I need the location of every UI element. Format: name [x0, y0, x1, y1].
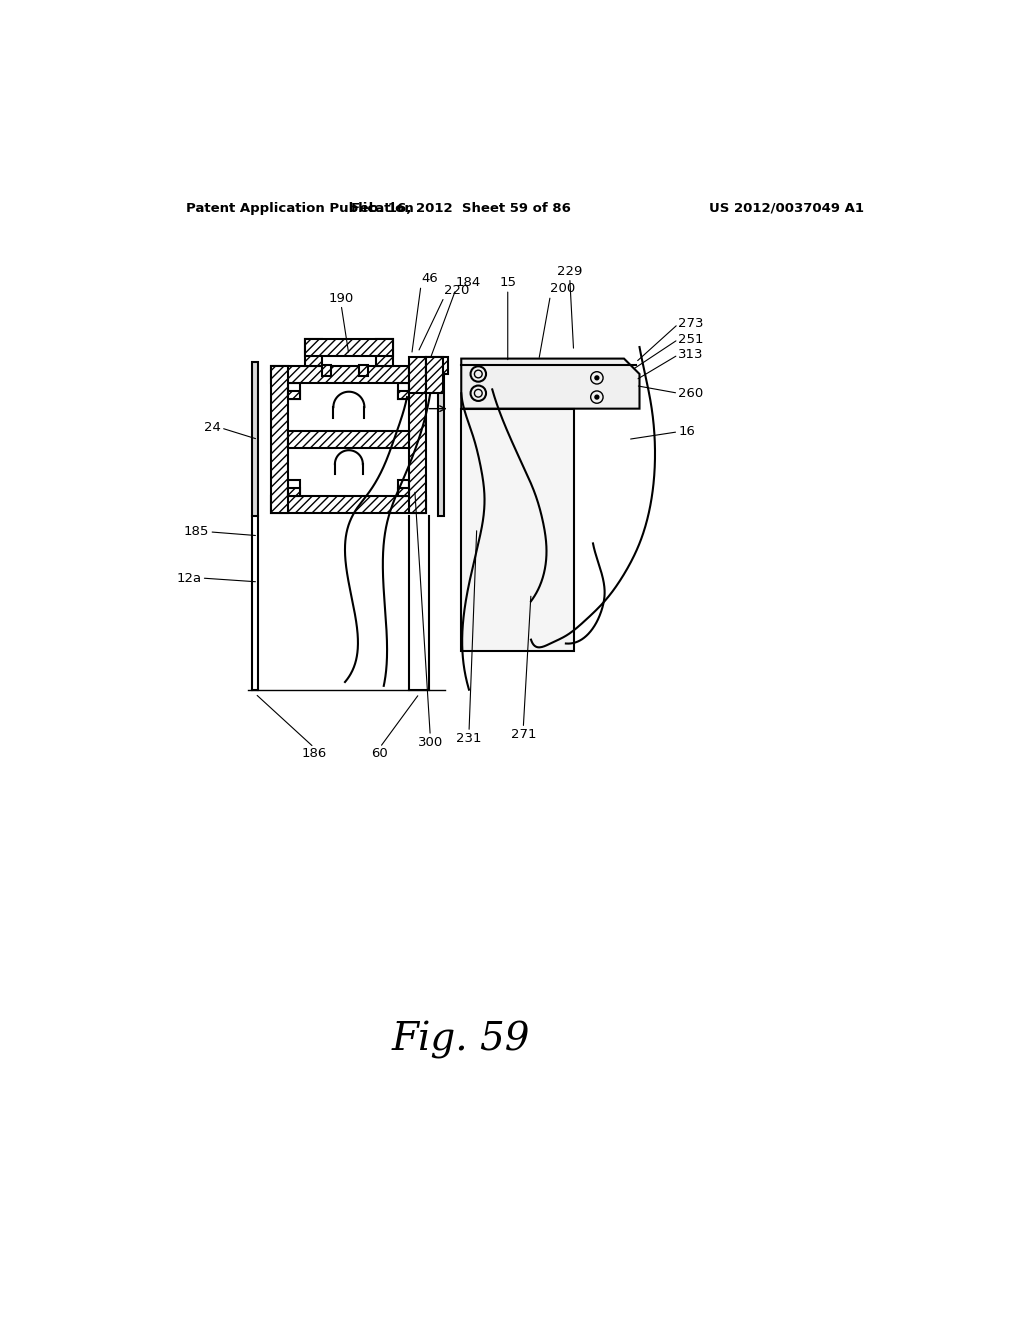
Text: Feb. 16, 2012  Sheet 59 of 86: Feb. 16, 2012 Sheet 59 of 86 [351, 202, 571, 215]
Text: 12a: 12a [176, 572, 202, 585]
Text: 300: 300 [418, 737, 442, 748]
Bar [289, 383, 300, 399]
Bar [397, 488, 410, 496]
Text: 186: 186 [301, 747, 327, 760]
Text: 271: 271 [511, 729, 536, 742]
Bar [359, 364, 369, 376]
Text: 185: 185 [184, 525, 209, 539]
Text: US 2012/0037049 A1: US 2012/0037049 A1 [710, 202, 864, 215]
Bar [289, 391, 300, 399]
Bar [438, 363, 444, 516]
Bar [397, 480, 410, 496]
Bar [410, 367, 426, 512]
Bar [252, 363, 258, 516]
Text: 231: 231 [457, 733, 481, 744]
Text: 24: 24 [204, 421, 221, 434]
Text: 15: 15 [500, 276, 516, 289]
Text: 273: 273 [678, 317, 703, 330]
Bar [289, 488, 300, 496]
Circle shape [595, 395, 599, 399]
Polygon shape [461, 359, 640, 409]
Bar [397, 391, 410, 399]
Bar [271, 366, 426, 383]
Bar [426, 356, 449, 374]
Bar [426, 360, 440, 372]
Text: 200: 200 [550, 282, 575, 296]
Text: 184: 184 [456, 276, 481, 289]
Text: 60: 60 [372, 747, 388, 760]
Bar [376, 339, 393, 367]
Text: 251: 251 [678, 333, 703, 346]
Bar [305, 339, 322, 367]
Text: Patent Application Publication: Patent Application Publication [186, 202, 414, 215]
Bar [397, 383, 410, 399]
Text: 313: 313 [678, 348, 703, 362]
Text: 260: 260 [678, 387, 703, 400]
Text: 46: 46 [421, 272, 437, 285]
Text: 229: 229 [557, 265, 583, 277]
Bar [305, 339, 393, 356]
Text: 16: 16 [678, 425, 695, 438]
Bar [322, 364, 331, 376]
Text: 220: 220 [444, 284, 470, 297]
Bar [461, 409, 573, 651]
Bar [426, 356, 443, 393]
Bar [410, 356, 426, 393]
Circle shape [595, 376, 599, 380]
Bar [289, 430, 410, 447]
Bar [271, 496, 426, 512]
Text: 190: 190 [329, 292, 353, 305]
Bar [289, 480, 300, 496]
Text: Fig. 59: Fig. 59 [392, 1022, 530, 1059]
Bar [271, 367, 289, 512]
